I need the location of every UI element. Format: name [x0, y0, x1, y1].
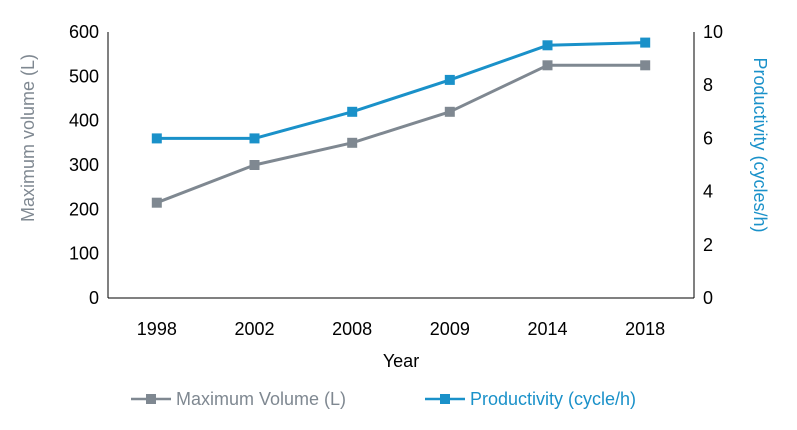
legend-entry-productivity[interactable]: Productivity (cycle/h) [425, 389, 636, 409]
series-line-volume [156, 63, 646, 205]
data-point-volume[interactable] [542, 60, 553, 71]
series-volume [151, 60, 651, 208]
left-tick-label: 500 [69, 66, 99, 86]
x-axis-title: Year [383, 351, 419, 371]
right-tick-label: 8 [703, 75, 713, 95]
data-point-volume[interactable] [347, 137, 358, 148]
right-tick-label: 0 [703, 288, 713, 308]
series-line-productivity [156, 41, 646, 140]
x-tick-label: 2009 [430, 319, 470, 339]
left-tick-label: 400 [69, 111, 99, 131]
right-tick-label: 2 [703, 235, 713, 255]
series-productivity [151, 37, 651, 144]
right-tick-label: 6 [703, 128, 713, 148]
data-point-productivity[interactable] [347, 106, 358, 117]
series-layer [151, 37, 651, 208]
legend: Maximum Volume (L) Productivity (cycle/h… [131, 389, 636, 409]
data-point-productivity[interactable] [640, 37, 651, 48]
data-point-productivity[interactable] [151, 133, 162, 144]
x-tick-label: 1998 [137, 319, 177, 339]
data-point-volume[interactable] [640, 60, 651, 71]
data-point-volume[interactable] [444, 106, 455, 117]
right-tick-label: 4 [703, 182, 713, 202]
x-tick-labels: 1998 2002 2008 2009 2014 2018 [137, 319, 665, 339]
x-tick-label: 2014 [527, 319, 567, 339]
plot-area [107, 32, 695, 299]
legend-volume-marker [146, 394, 156, 404]
left-tick-label: 200 [69, 199, 99, 219]
right-axis-title: Productivity (cycles/h) [750, 57, 770, 232]
right-tick-label: 10 [703, 22, 723, 42]
data-point-volume[interactable] [151, 197, 162, 208]
x-tick-label: 2008 [332, 319, 372, 339]
legend-productivity-label: Productivity (cycle/h) [470, 389, 636, 409]
x-tick-label: 2002 [234, 319, 274, 339]
legend-productivity-marker [440, 394, 450, 404]
right-tick-labels: 0 2 4 6 8 10 [703, 22, 723, 308]
x-tick-label: 2018 [625, 319, 665, 339]
data-point-productivity[interactable] [249, 133, 260, 144]
legend-volume-label: Maximum Volume (L) [176, 389, 346, 409]
data-point-productivity[interactable] [444, 74, 455, 85]
legend-entry-volume[interactable]: Maximum Volume (L) [131, 389, 346, 409]
left-axis-title: Maximum volume (L) [18, 54, 38, 222]
left-tick-label: 300 [69, 155, 99, 175]
left-tick-label: 100 [69, 244, 99, 264]
left-tick-label: 600 [69, 22, 99, 42]
data-point-volume[interactable] [249, 160, 260, 170]
left-tick-labels: 0 100 200 300 400 500 600 [69, 22, 99, 308]
left-tick-label: 0 [89, 288, 99, 308]
data-point-productivity[interactable] [542, 40, 553, 51]
